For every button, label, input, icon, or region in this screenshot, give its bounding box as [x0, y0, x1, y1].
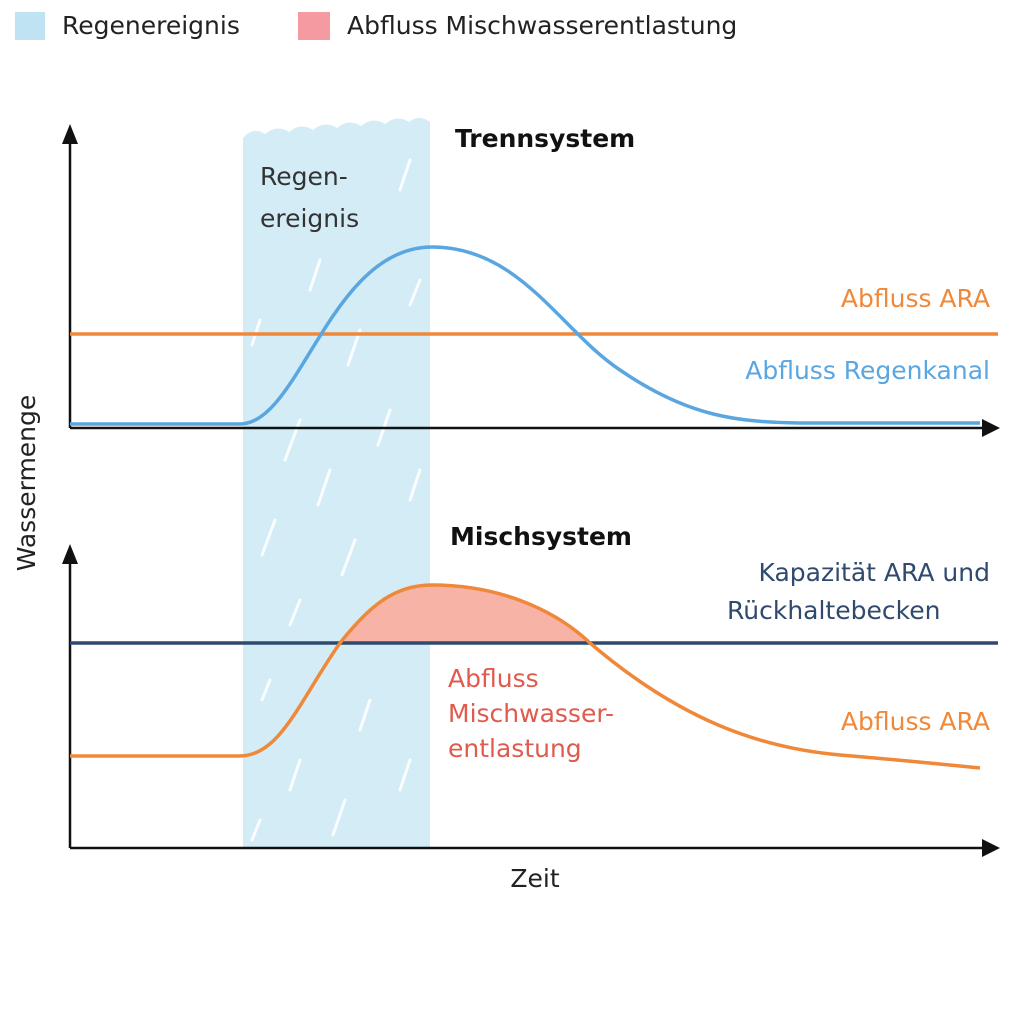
y-axis-label: Wassermenge — [12, 395, 41, 572]
legend-label: Abfluss Mischwasserentlastung — [347, 11, 737, 40]
label: Mischwasser- — [448, 699, 614, 728]
panel-title: Trennsystem — [455, 124, 635, 153]
label: Abfluss ARA — [841, 707, 990, 736]
x-axis-label: Zeit — [510, 864, 559, 893]
label: Rückhaltebecken — [727, 596, 940, 625]
axes-top — [68, 140, 985, 430]
overflow-area — [340, 585, 590, 643]
axes-bottom — [68, 560, 985, 850]
rain-band — [243, 118, 430, 848]
legend-swatch — [15, 12, 45, 40]
legend-label: Regenereignis — [62, 11, 240, 40]
ara-curve — [70, 583, 981, 770]
label: entlastung — [448, 734, 582, 763]
label: Abfluss — [448, 664, 539, 693]
legend-swatch — [298, 12, 330, 40]
arrow-heads — [62, 124, 1000, 437]
panel-title: Mischsystem — [450, 522, 632, 551]
rain-label: Regen- — [260, 162, 348, 191]
rain-channel-curve — [70, 245, 980, 426]
rain-label: ereignis — [260, 204, 359, 233]
label: Abfluss Regenkanal — [745, 356, 990, 385]
label: Kapazität ARA und — [759, 558, 990, 587]
label: Abfluss ARA — [841, 284, 990, 313]
